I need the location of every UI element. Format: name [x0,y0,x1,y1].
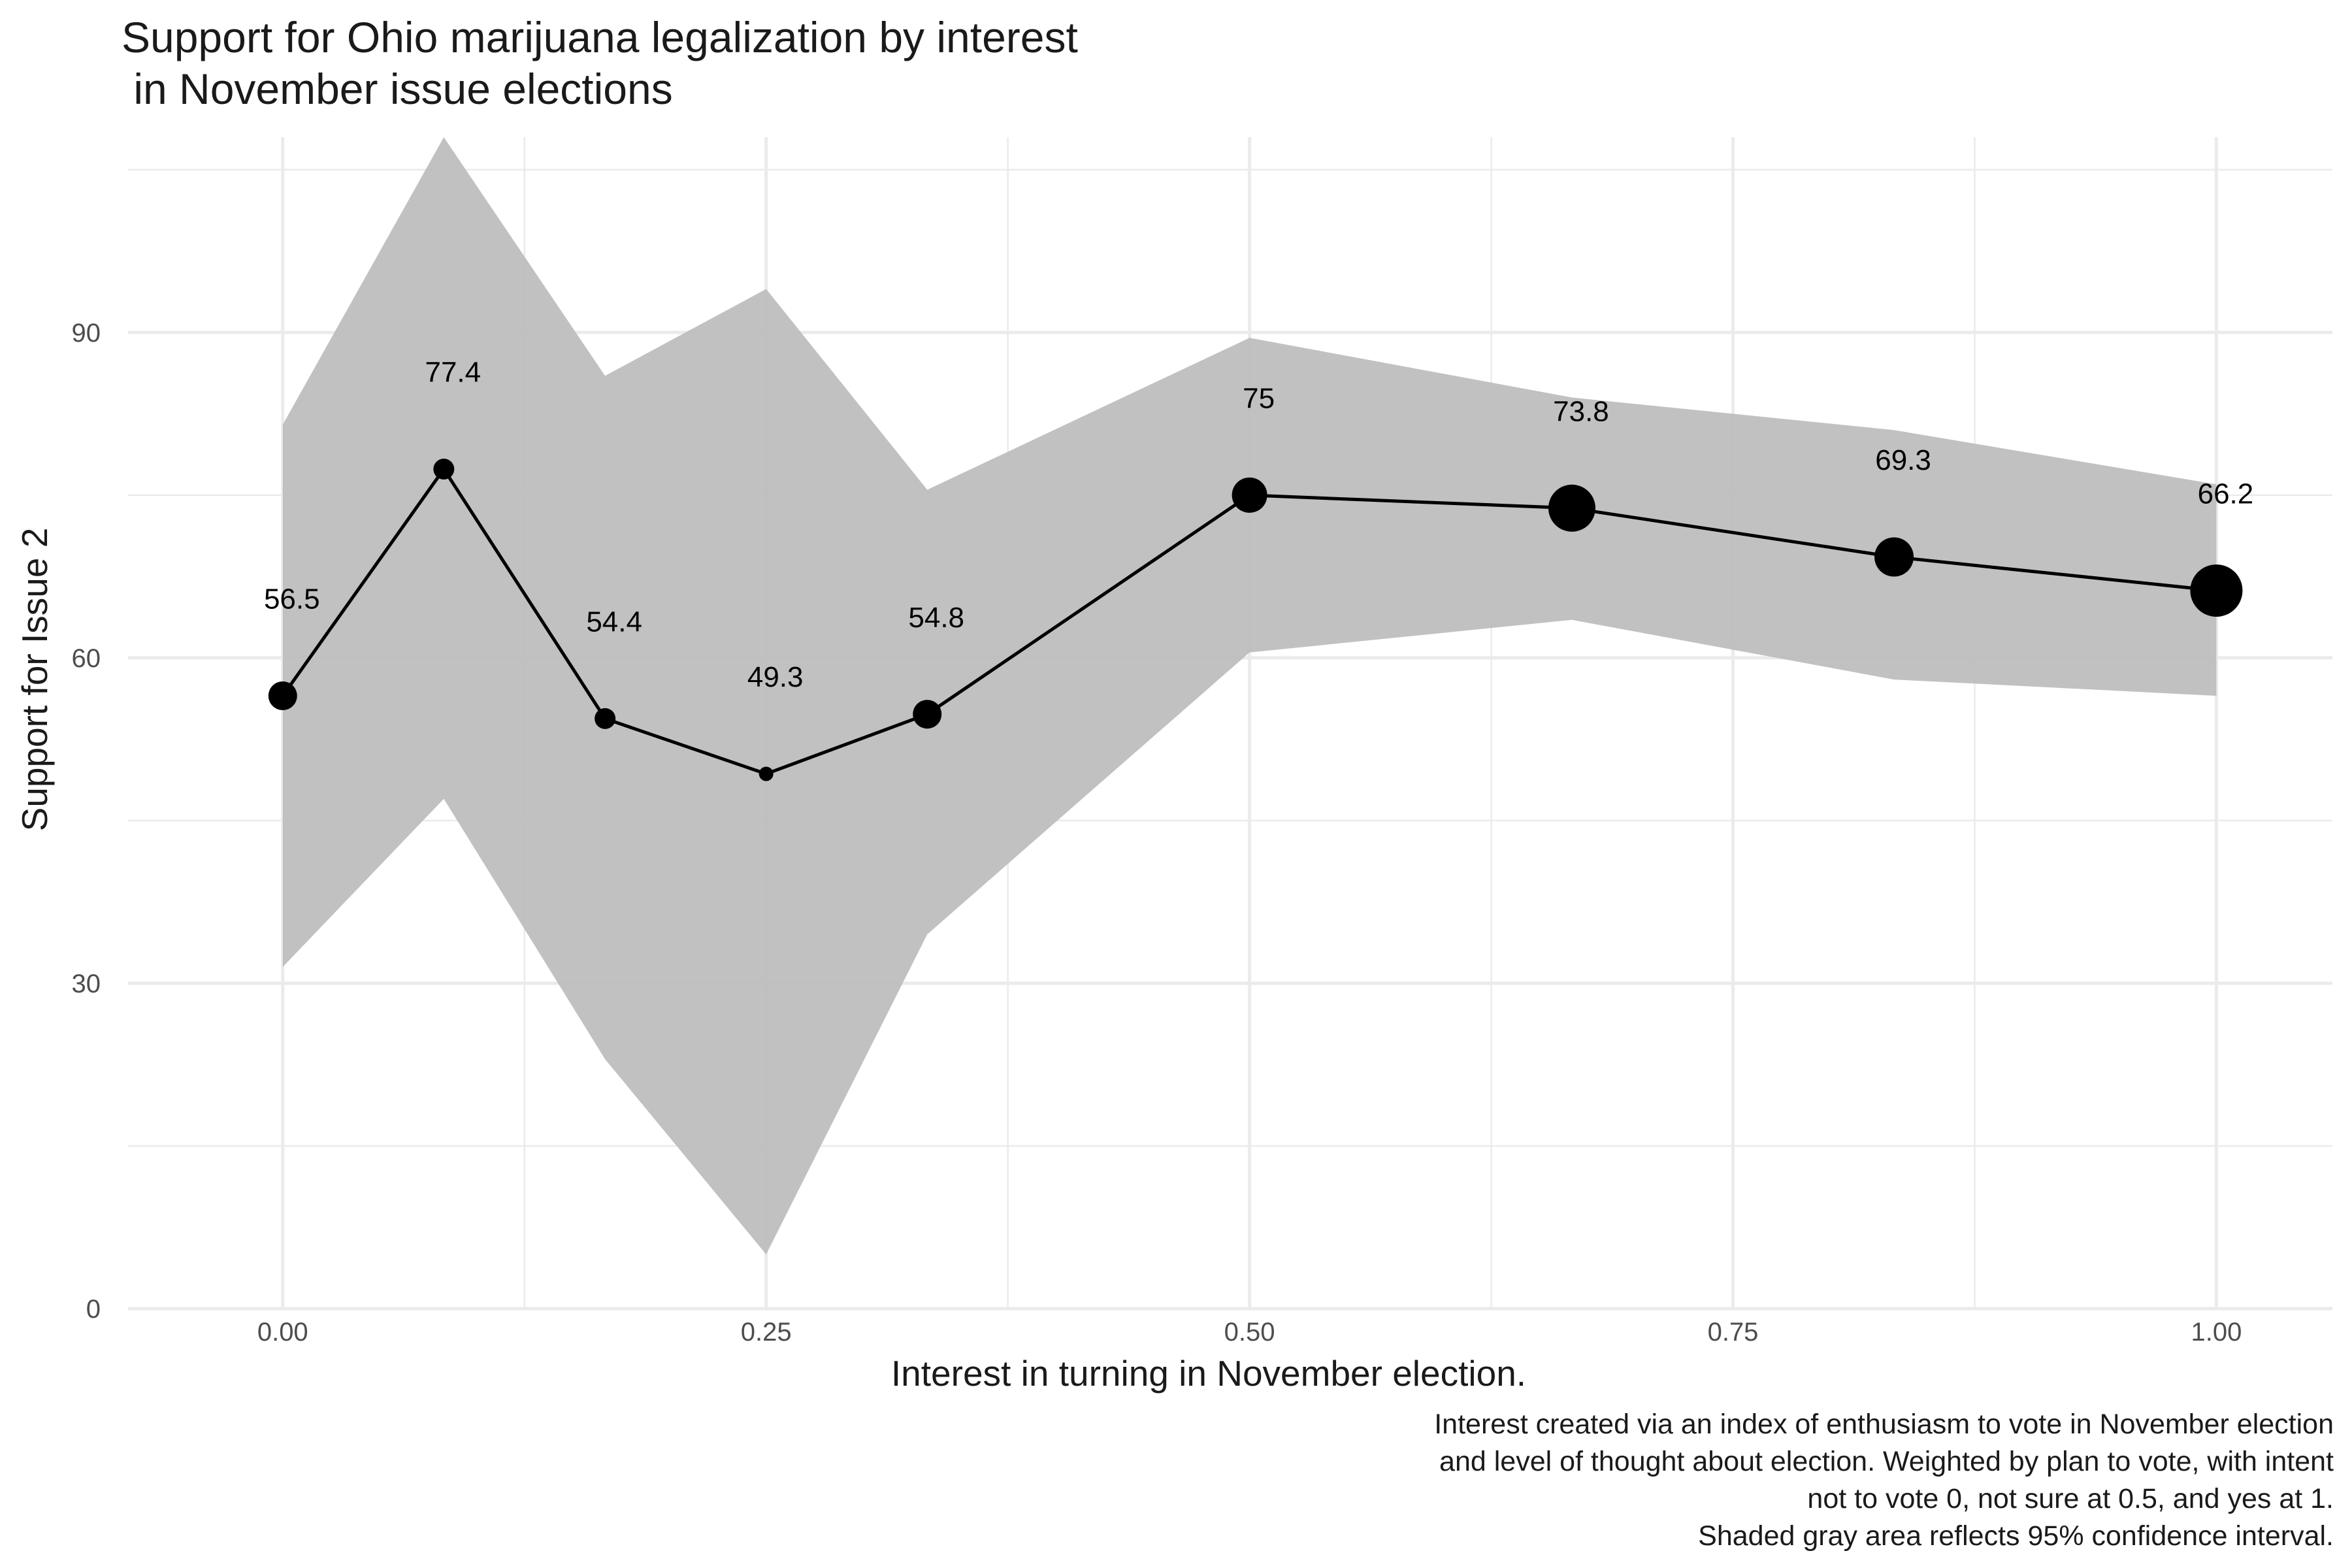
data-label: 77.4 [425,357,481,389]
y-tick-label: 90 [72,319,101,348]
data-point [1232,477,1267,513]
data-label: 54.8 [908,602,964,634]
data-label: 49.3 [747,661,804,693]
data-label: 66.2 [2198,478,2254,510]
x-tick-label: 0.50 [1224,1318,1275,1347]
data-label: 69.3 [1875,444,1931,476]
confidence-band [282,137,2217,1254]
data-point [595,708,616,729]
data-label: 75 [1243,382,1275,414]
x-axis-label: Interest in turning in November election… [891,1353,1526,1394]
x-tick-label: 0.25 [741,1318,792,1347]
data-point [1548,484,1595,532]
data-point [2190,564,2243,617]
x-axis-ticks: 0.00 0.25 0.50 0.75 1.00 [257,1318,2242,1347]
x-tick-label: 0.00 [257,1318,308,1347]
data-points [268,459,2243,781]
data-labels: 56.5 77.4 54.4 49.3 54.8 75 73.8 69.3 66.2 [264,357,2253,694]
x-tick-label: 1.00 [2191,1318,2242,1347]
y-tick-label: 30 [72,970,101,998]
y-axis-label: Support for Issue 2 [14,528,55,832]
y-tick-label: 0 [86,1295,101,1324]
chart-title: Support for Ohio marijuana legalization … [122,13,1078,113]
x-tick-label: 0.75 [1708,1318,1759,1347]
data-label: 73.8 [1553,395,1609,427]
data-point [759,766,774,781]
data-label: 54.4 [586,606,642,638]
data-point [913,700,942,729]
chart-caption: Interest created via an index of enthusi… [1434,1409,2334,1552]
y-tick-label: 60 [72,644,101,673]
data-label: 56.5 [264,583,320,615]
data-point [1874,537,1914,577]
y-axis-ticks: 0 30 60 90 [72,319,101,1324]
data-point [433,459,455,480]
data-point [268,681,297,710]
